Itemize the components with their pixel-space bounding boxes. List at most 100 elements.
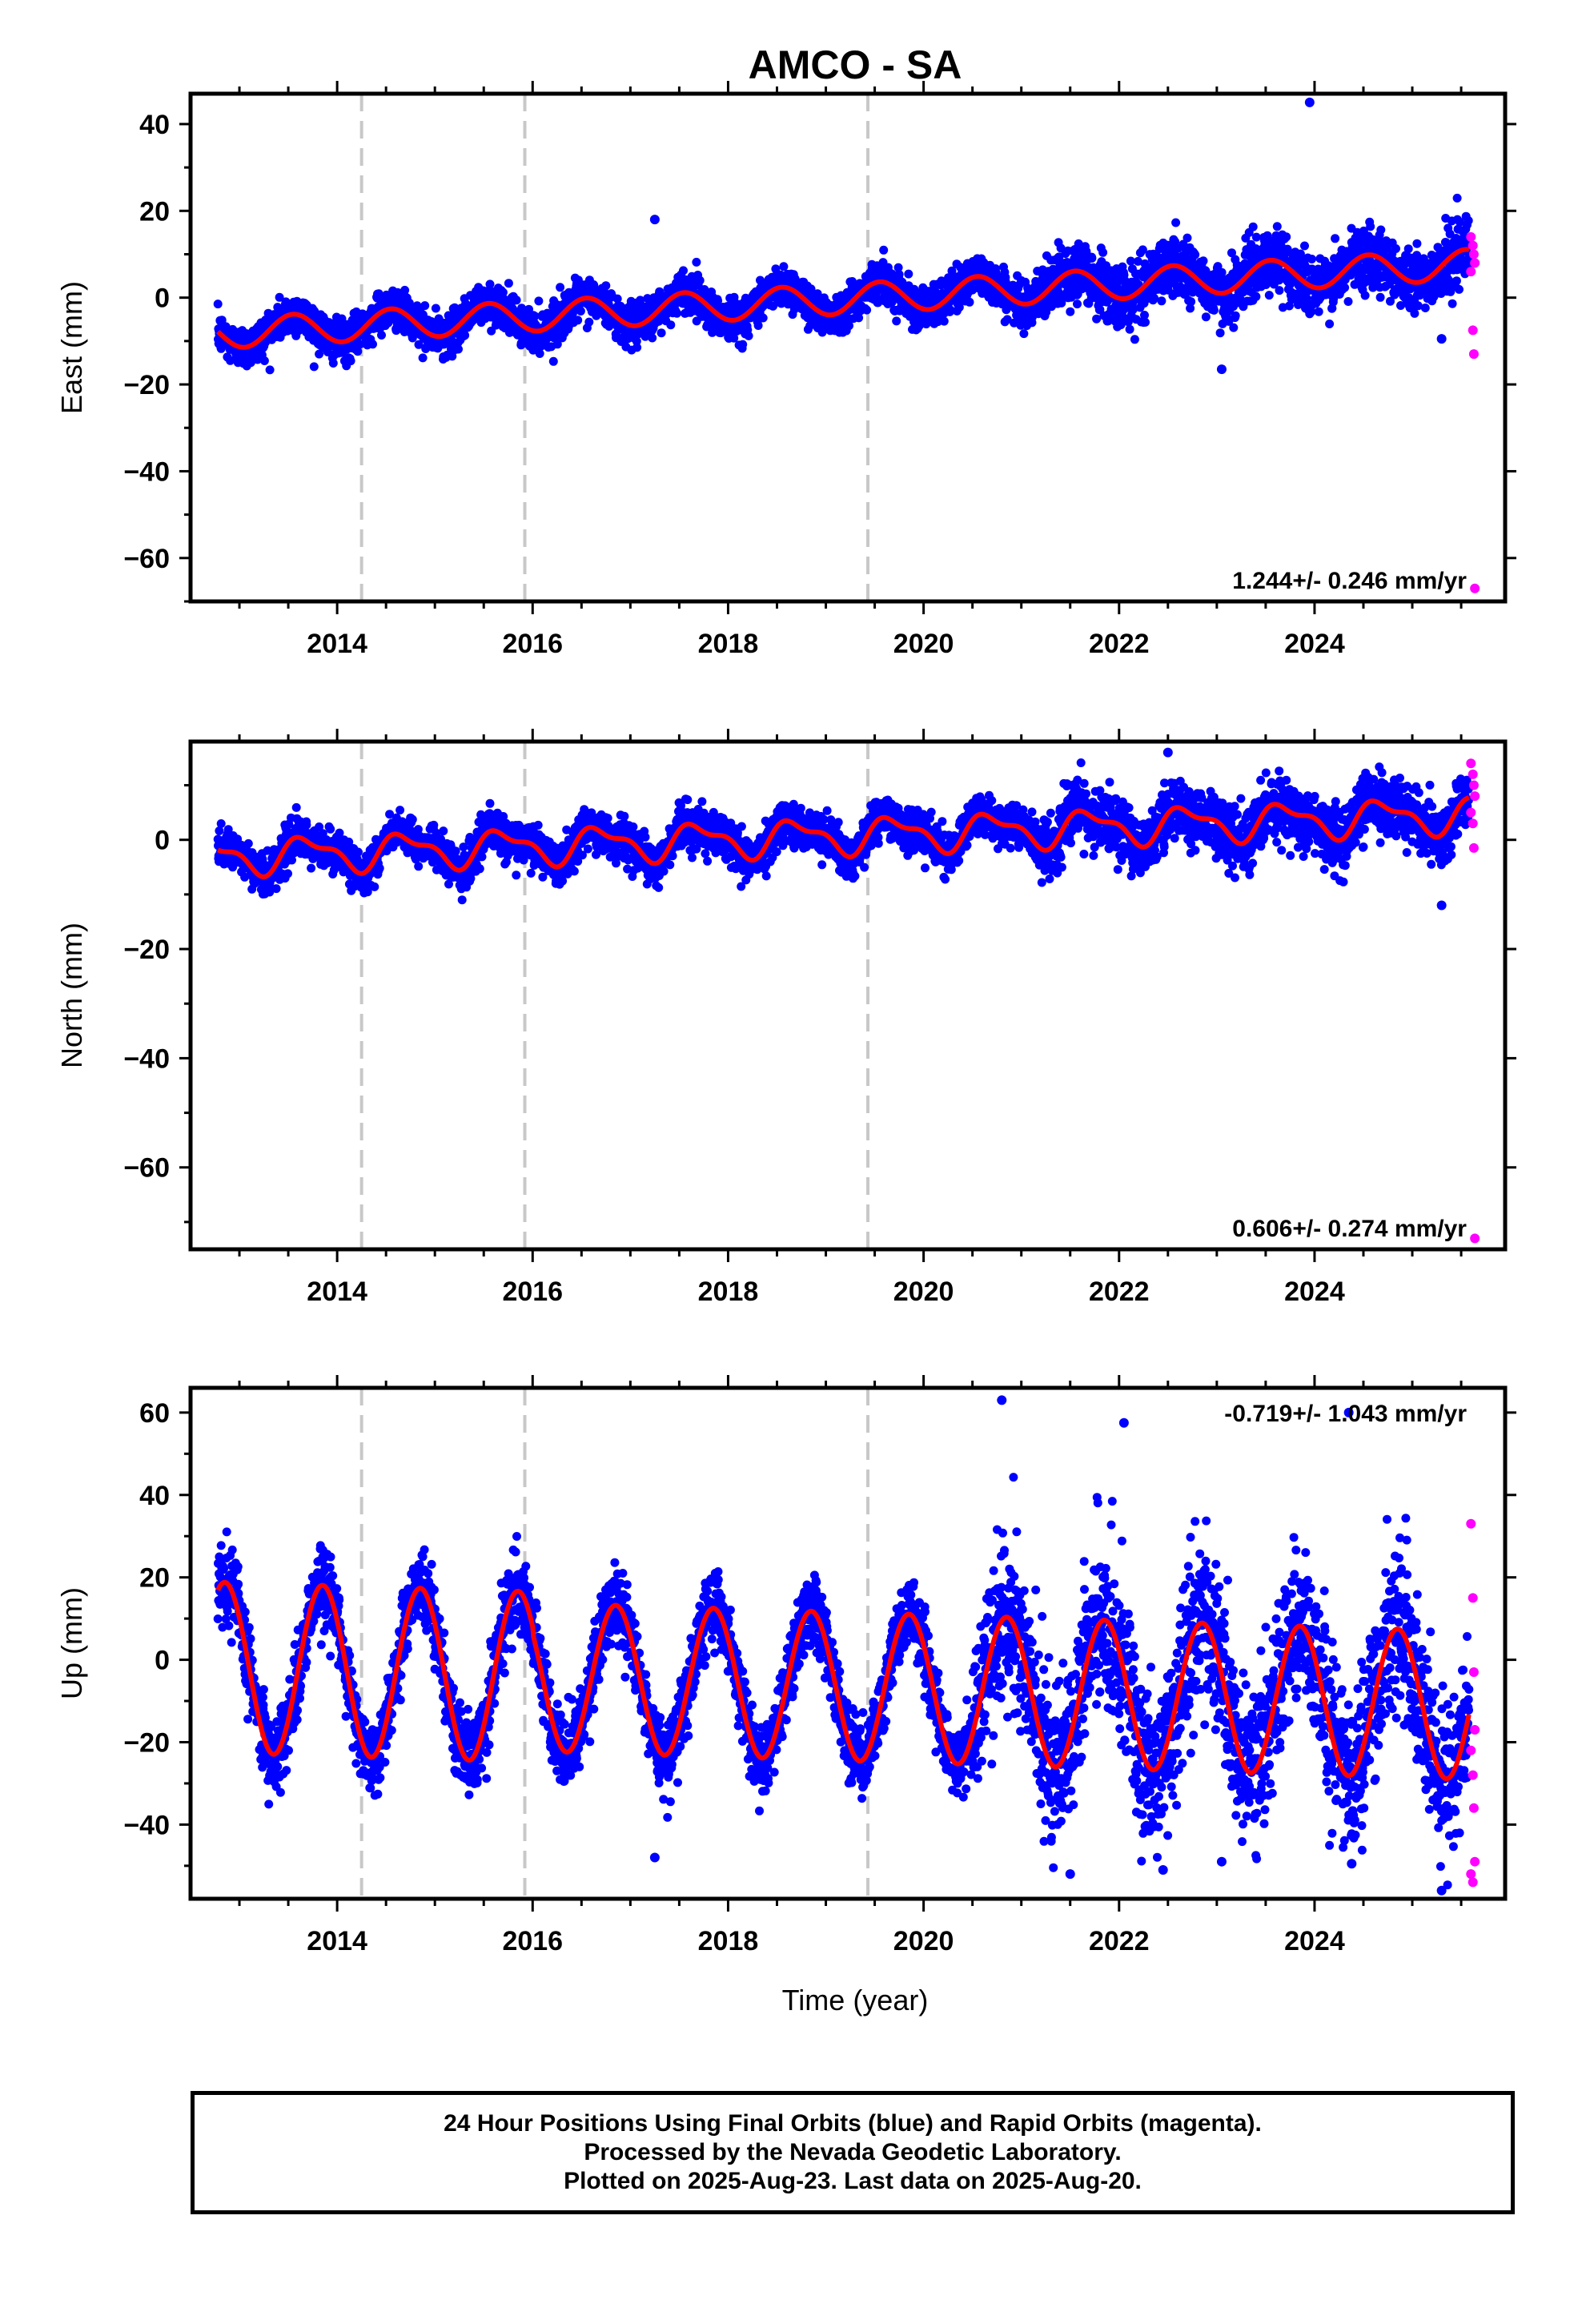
final-point [259,356,269,365]
final-point [892,316,901,326]
rapid-point [1470,583,1480,593]
final-point [632,343,642,352]
final-point [418,353,428,363]
final-point [601,281,611,291]
final-point [454,344,463,354]
final-point [648,333,657,343]
final-point [779,262,789,271]
final-point [1300,241,1309,251]
final-point [377,331,386,340]
x-tick-label: 2020 [893,629,954,659]
y-tick-label: 20 [139,196,170,227]
final-point [1215,328,1225,338]
final-point [1340,283,1350,292]
x-tick-label: 2016 [502,629,563,659]
final-point [965,297,974,307]
final-point [1452,276,1461,286]
final-point [879,245,889,255]
final-point [213,300,223,309]
final-point [1403,244,1413,254]
final-point [656,328,666,338]
final-point [1098,247,1108,257]
final-point [862,305,872,315]
outlier-point [1436,334,1447,344]
final-point [1141,317,1150,327]
final-point [894,270,904,279]
plot-frame [188,91,1508,604]
final-point [738,340,748,349]
x-tick-label: 2024 [1284,629,1345,659]
panel-east: 2014 2016 2018 2020 2022 2024 40 20 0 −20 −40 −60 Ea… [55,81,1516,659]
final-point [1410,308,1419,318]
final-point [1307,255,1316,263]
final-point [534,296,544,306]
final-point [1087,253,1097,263]
final-point [1201,312,1211,322]
final-point [1447,299,1457,308]
final-point [1199,256,1208,266]
x-tick-label: 2014 [307,629,367,659]
rapid-point [1466,267,1476,277]
final-point [1191,250,1200,259]
final-point [485,279,495,289]
final-point [265,365,275,375]
final-point [243,838,253,848]
final-point [548,356,558,366]
final-point [1455,284,1464,294]
final-point [692,257,701,267]
chart-title: AMCO - SA [749,42,962,87]
final-point [1391,244,1400,253]
y-tick-label: −20 [123,370,170,400]
final-point [556,283,565,292]
final-orbit-points [213,97,1474,375]
final-point [1366,222,1375,231]
final-point [1343,297,1353,306]
rapid-point [1468,349,1479,360]
final-point [1376,225,1386,235]
final-point [584,317,594,327]
final-point [368,340,377,349]
final-point [535,349,544,358]
y-axis-label: East (mm) [55,281,88,414]
final-point [1314,307,1323,316]
final-point [666,320,676,330]
rate-label: 1.244+/- 0.246 mm/yr [1232,568,1467,594]
final-point [512,296,521,305]
final-point [576,307,585,316]
y-tick-label: 40 [139,110,170,140]
final-point [1186,297,1196,307]
final-point [1073,300,1082,309]
outlier-point [649,215,660,225]
rapid-point [1468,240,1478,251]
final-point [328,359,338,368]
x-tick-label: 2022 [1089,629,1150,659]
final-point [1229,323,1239,332]
final-point [1375,292,1385,302]
final-point [216,819,226,828]
final-point [1231,311,1240,320]
final-point [1171,218,1181,227]
final-point [573,316,583,325]
final-point [673,308,681,318]
final-point [309,362,319,372]
rapid-point [1466,231,1476,242]
final-point [1125,324,1134,334]
final-point [1066,307,1075,316]
final-point [275,292,284,302]
final-point [1360,291,1370,300]
final-point [1130,335,1139,344]
y-tick-label: −60 [123,544,170,574]
final-point [753,321,763,330]
final-point [1282,232,1291,242]
final-point [1248,222,1258,231]
outlier-point [1304,97,1315,107]
y-tick-label: −40 [123,456,170,487]
rapid-point [1468,325,1478,336]
x-tick-label: 2018 [698,629,759,659]
final-point [1019,329,1029,339]
final-point [346,356,355,366]
final-point [431,304,440,313]
chart-panels: 2014 2016 2018 2020 2022 2024 40 20 0 −20 −40 −60 Ea… [55,81,1516,2016]
y-tick-label: 0 [155,283,170,314]
panel-north: 2014 2016 2018 2020 2022 20240−20−40−60North … [55,729,1516,1307]
